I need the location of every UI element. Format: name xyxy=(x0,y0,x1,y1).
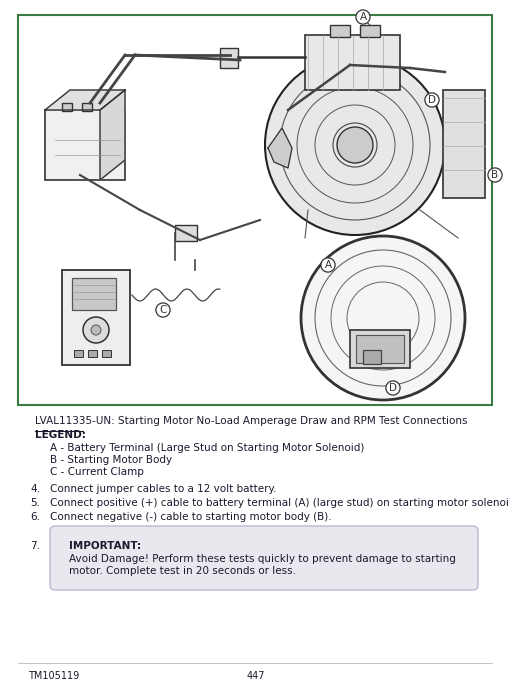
Text: Connect negative (-) cable to starting motor body (B).: Connect negative (-) cable to starting m… xyxy=(50,512,331,522)
Bar xyxy=(88,350,97,357)
Polygon shape xyxy=(45,90,125,110)
Bar xyxy=(175,225,196,241)
Text: LEGEND:: LEGEND: xyxy=(35,430,86,440)
Polygon shape xyxy=(267,128,292,168)
Text: TM105119: TM105119 xyxy=(28,671,79,681)
Circle shape xyxy=(300,236,464,400)
Text: D: D xyxy=(427,95,435,105)
Text: Avoid Damage! Perform these tests quickly to prevent damage to starting: Avoid Damage! Perform these tests quickl… xyxy=(69,554,455,564)
Bar xyxy=(219,48,238,68)
Text: 4.: 4. xyxy=(30,484,40,494)
Text: motor. Complete test in 20 seconds or less.: motor. Complete test in 20 seconds or le… xyxy=(69,566,295,576)
Text: C: C xyxy=(159,305,166,315)
Bar xyxy=(304,35,399,90)
Bar xyxy=(102,350,111,357)
Text: Connect positive (+) cable to battery terminal (A) (large stud) on starting moto: Connect positive (+) cable to battery te… xyxy=(50,498,509,508)
Polygon shape xyxy=(100,90,125,180)
Text: IMPORTANT:: IMPORTANT: xyxy=(69,541,141,551)
Text: 6.: 6. xyxy=(30,512,40,522)
Text: A: A xyxy=(324,260,331,270)
Bar xyxy=(329,25,349,37)
Bar xyxy=(62,103,72,111)
Text: B: B xyxy=(491,170,498,180)
Circle shape xyxy=(91,325,101,335)
Bar xyxy=(359,25,379,37)
Circle shape xyxy=(336,127,372,163)
FancyBboxPatch shape xyxy=(18,15,491,405)
Bar xyxy=(442,90,484,198)
Circle shape xyxy=(265,55,444,235)
Text: C - Current Clamp: C - Current Clamp xyxy=(50,467,144,477)
Bar xyxy=(349,330,409,368)
Text: 7.: 7. xyxy=(30,541,40,551)
Circle shape xyxy=(83,317,109,343)
Text: LVAL11335-UN: Starting Motor No-Load Amperage Draw and RPM Test Connections: LVAL11335-UN: Starting Motor No-Load Amp… xyxy=(35,416,467,426)
Bar xyxy=(74,350,83,357)
Text: 447: 447 xyxy=(246,671,265,681)
Bar xyxy=(62,270,130,365)
Text: 5.: 5. xyxy=(30,498,40,508)
Bar xyxy=(72,278,116,310)
Bar xyxy=(362,350,380,364)
Bar xyxy=(355,335,403,363)
Text: A: A xyxy=(359,12,366,22)
Text: Connect jumper cables to a 12 volt battery.: Connect jumper cables to a 12 volt batte… xyxy=(50,484,276,494)
FancyBboxPatch shape xyxy=(50,526,477,590)
Text: D: D xyxy=(388,383,396,393)
Bar xyxy=(45,110,125,180)
Bar xyxy=(82,103,92,111)
Text: A - Battery Terminal (Large Stud on Starting Motor Solenoid): A - Battery Terminal (Large Stud on Star… xyxy=(50,443,363,453)
Text: B - Starting Motor Body: B - Starting Motor Body xyxy=(50,455,172,465)
